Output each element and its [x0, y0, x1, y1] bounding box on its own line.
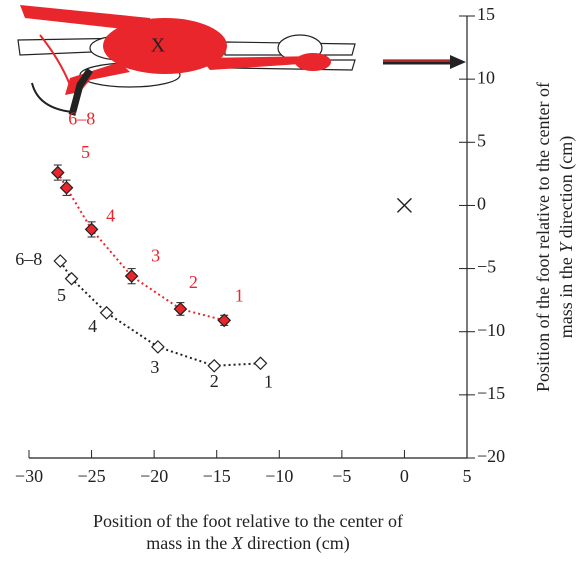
- trend-line: [59, 260, 261, 367]
- point: [84, 222, 99, 237]
- y-tick-label: 10: [477, 67, 495, 87]
- y-tick-label: 0: [477, 194, 486, 214]
- x-label-line: Position of the foot relative to the cen…: [93, 511, 403, 531]
- point: [173, 302, 188, 316]
- x-tick-label: −5: [332, 466, 351, 486]
- point: [253, 356, 268, 371]
- y-label-var: Y: [556, 241, 576, 253]
- x-tick-label: −15: [203, 466, 231, 486]
- point-label: 4: [106, 206, 115, 226]
- x-tick-label: −30: [15, 466, 43, 486]
- point: [64, 271, 79, 286]
- x-tick-label: −25: [77, 466, 105, 486]
- y-tick-label: −10: [477, 320, 505, 340]
- y-tick-label: 5: [477, 130, 486, 150]
- y-tick-label: −5: [477, 257, 496, 277]
- center-of-mass: [396, 197, 412, 213]
- y-tick-label: 15: [477, 4, 495, 24]
- point: [59, 180, 74, 195]
- point-label: 4: [88, 316, 97, 336]
- x-label-text: mass in the: [146, 533, 232, 553]
- illustration-label: X: [151, 35, 166, 57]
- trend-line: [56, 172, 225, 322]
- point: [207, 358, 222, 373]
- point: [124, 269, 139, 283]
- y-label-text: mass in the: [556, 253, 576, 339]
- point: [99, 305, 114, 320]
- point-label: 1: [264, 371, 273, 391]
- point: [50, 165, 65, 180]
- x-tick-label: 0: [400, 466, 409, 486]
- y-tick-label: −20: [477, 446, 505, 466]
- y-axis-label: Position of the foot relative to the cen…: [533, 82, 577, 392]
- y-tick-label: −15: [477, 383, 505, 403]
- illustration: X: [17, 5, 466, 116]
- point: [217, 313, 232, 328]
- point-label: 5: [57, 285, 66, 305]
- point-label: 5: [81, 142, 90, 162]
- point-label: 6–8: [68, 109, 95, 129]
- point-label: 3: [150, 357, 159, 377]
- point-label: 6–8: [15, 249, 42, 269]
- point-label: 1: [235, 285, 244, 305]
- x-tick-label: −20: [140, 466, 168, 486]
- x-label-var: X: [231, 533, 244, 553]
- point-label: 3: [151, 245, 160, 265]
- x-tick-label: 5: [463, 466, 472, 486]
- x-label-text: direction (cm): [243, 533, 350, 554]
- point-label: 2: [189, 272, 198, 292]
- y-label-line: Position of the foot relative to the cen…: [533, 82, 553, 392]
- x-tick-label: −10: [265, 466, 293, 486]
- point-label: 2: [210, 371, 219, 391]
- y-label-text: direction (cm): [556, 136, 577, 243]
- x-axis-label: Position of the foot relative to the cen…: [93, 511, 403, 554]
- point: [151, 340, 165, 354]
- point: [53, 254, 68, 268]
